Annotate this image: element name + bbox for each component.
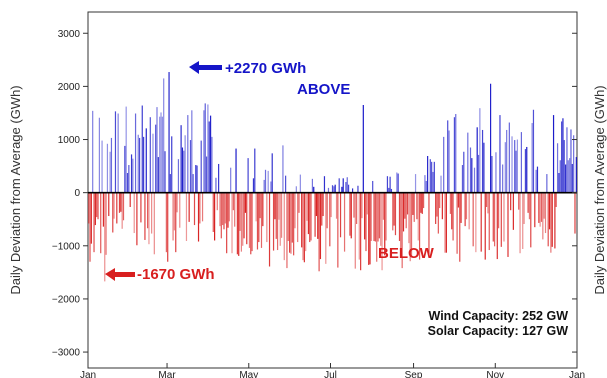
max-label: +2270 GWh [225, 60, 306, 77]
x-tick-label: May [239, 370, 258, 378]
y-axis-label-right-fragment: Daily Deviation from Average (GWh) [592, 85, 607, 294]
wind-capacity-text: Wind Capacity: 252 GW [429, 309, 569, 323]
above-label: ABOVE [297, 81, 350, 98]
y-tick-label: 2000 [58, 82, 81, 93]
y-tick-label: 1000 [58, 135, 81, 146]
x-tick-label: Jul [324, 370, 337, 378]
bars-group [88, 72, 577, 282]
x-tick-label: Jan [569, 370, 585, 378]
x-axis: Jan Mar May Jul Sep Nov Jan [80, 363, 585, 378]
x-tick-label: Jan [80, 370, 96, 378]
y-tick-label: −1000 [52, 241, 81, 252]
max-annotation: +2270 GWh [189, 60, 306, 77]
y-tick-label: 3000 [58, 29, 81, 40]
x-tick-label: Nov [486, 370, 504, 378]
x-tick-label: Mar [158, 370, 176, 378]
y-tick-label: 0 [74, 188, 80, 199]
below-label: BELOW [378, 245, 435, 262]
min-label: -1670 GWh [137, 266, 215, 283]
y-tick-label: −3000 [52, 348, 81, 359]
min-annotation: -1670 GWh [105, 266, 215, 283]
solar-capacity-text: Solar Capacity: 127 GW [428, 324, 569, 338]
y-tick-label: −2000 [52, 294, 81, 305]
max-arrow [189, 61, 222, 74]
y-axis-label: Daily Deviation from Average (GWh) [8, 85, 23, 294]
min-arrow [105, 268, 135, 281]
x-tick-label: Sep [405, 370, 423, 378]
y-axis: 3000 2000 1000 0 −1000 −2000 −3000 [52, 29, 577, 359]
